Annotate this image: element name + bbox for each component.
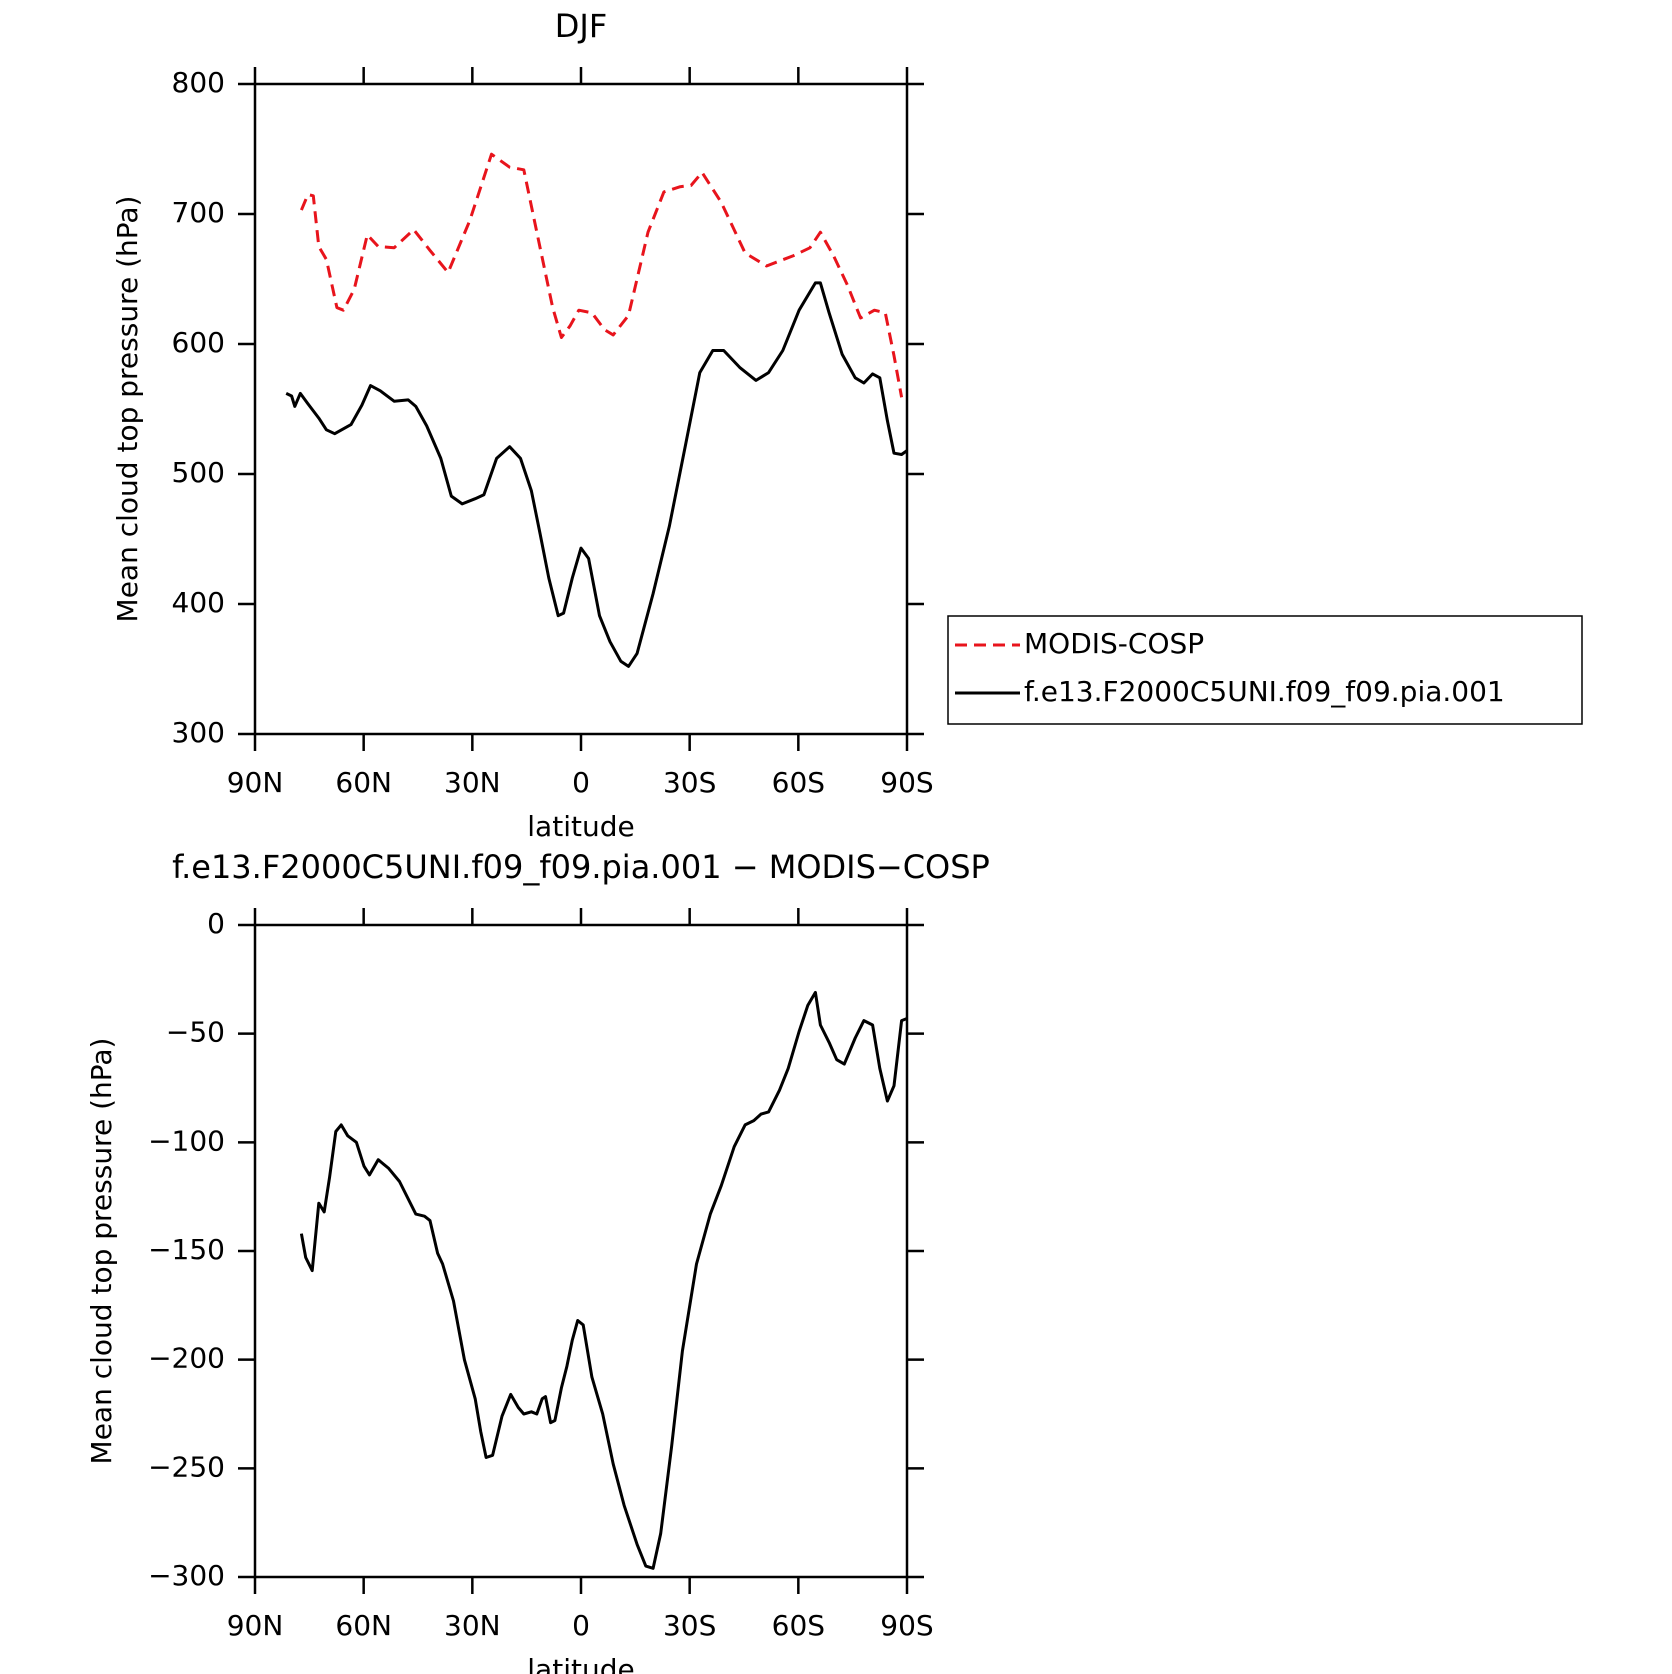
x-axis-label: latitude [527,810,634,843]
y-axis-label: Mean cloud top pressure (hPa) [85,1038,118,1465]
y-tick-label: −50 [166,1016,225,1049]
x-tick-label: 60N [335,1609,392,1642]
x-tick-label: 30N [444,766,501,799]
legend-label: MODIS-COSP [1024,627,1204,660]
y-tick-label: 500 [172,456,225,489]
x-tick-label: 30S [663,766,716,799]
y-tick-label: −200 [148,1342,225,1375]
y-tick-label: −150 [148,1233,225,1266]
y-tick-label: 0 [207,907,225,940]
y-axis-label: Mean cloud top pressure (hPa) [111,196,144,623]
chart-title: f.e13.F2000C5UNI.f09_f09.pia.001 − MODIS… [172,848,990,886]
legend-box [947,615,1583,725]
chart-title: DJF [555,7,607,45]
x-tick-label: 90N [227,1609,284,1642]
x-tick-label: 60N [335,766,392,799]
y-tick-label: −250 [148,1450,225,1483]
x-tick-label: 0 [572,766,590,799]
series-line [299,990,908,1570]
x-tick-label: 60S [772,766,825,799]
series-line [285,281,908,668]
x-tick-label: 30N [444,1609,501,1642]
y-tick-label: −100 [148,1124,225,1157]
y-tick-label: 700 [172,196,225,229]
x-tick-label: 90N [227,766,284,799]
y-tick-label: 400 [172,586,225,619]
x-tick-label: 90S [880,766,933,799]
legend-label: f.e13.F2000C5UNI.f09_f09.pia.001 [1024,675,1505,708]
plot-frame [253,82,909,736]
y-tick-label: 600 [172,326,225,359]
y-tick-label: 300 [172,716,225,749]
x-axis-label: latitude [527,1653,634,1674]
x-tick-label: 60S [772,1609,825,1642]
y-tick-label: −300 [148,1559,225,1592]
plot-frame [253,923,909,1579]
y-tick-label: 800 [172,66,225,99]
x-tick-label: 30S [663,1609,716,1642]
series-line [300,152,904,398]
x-tick-label: 90S [880,1609,933,1642]
x-tick-label: 0 [572,1609,590,1642]
